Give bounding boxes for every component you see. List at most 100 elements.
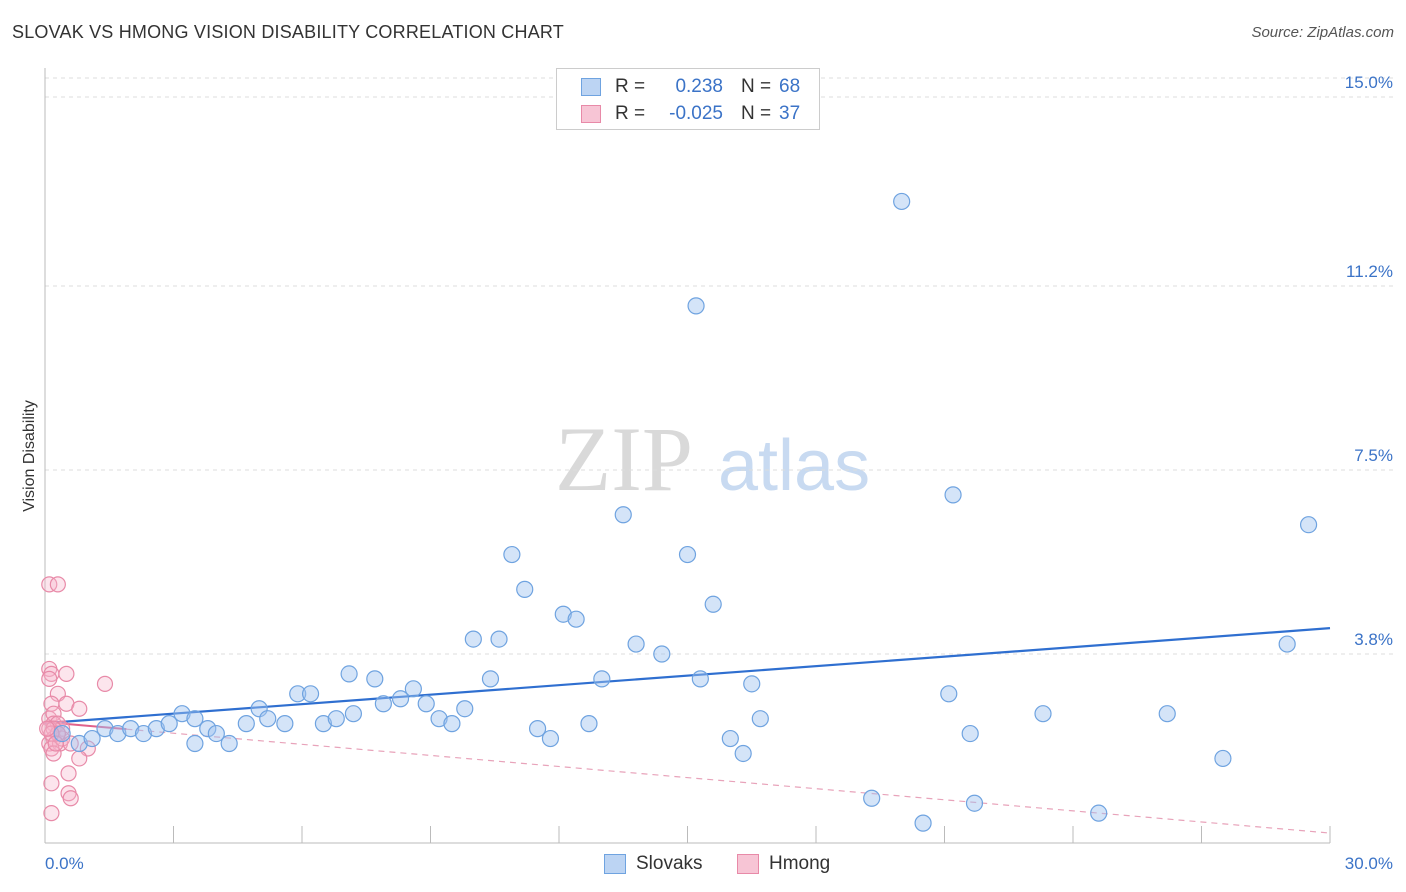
legend-swatch-slovaks <box>604 854 626 874</box>
slovak-point <box>160 715 178 733</box>
hmong-point <box>47 735 64 752</box>
hmong-point <box>43 805 60 822</box>
legend-item-hmong[interactable]: Hmong <box>737 852 830 876</box>
slovak-point <box>1299 516 1318 534</box>
hmong-point <box>43 775 60 792</box>
slovak-point <box>186 710 204 728</box>
hmong-trend-extension <box>126 728 1331 834</box>
n-value: 68 <box>779 76 801 97</box>
slovak-point <box>653 645 671 663</box>
n-label: N = <box>741 103 772 124</box>
hmong-point <box>39 720 56 737</box>
slovak-point <box>743 675 761 693</box>
slovak-point <box>327 710 345 728</box>
slovak-point <box>456 700 474 718</box>
slovak-point <box>734 744 752 763</box>
slovak-point <box>237 715 255 733</box>
slovak-point <box>96 720 114 738</box>
slovak-point <box>678 545 697 564</box>
slovak-point <box>490 630 508 648</box>
legend-swatch-hmong <box>737 854 759 874</box>
slovak-point <box>259 710 277 728</box>
slovak-point <box>1278 635 1296 653</box>
source-credit: Source: ZipAtlas.com <box>1251 24 1394 41</box>
hmong-point <box>71 750 88 767</box>
y-tick-label: 15.0% <box>1345 73 1393 92</box>
watermark-zip: ZIP <box>555 408 693 510</box>
slovak-point <box>593 670 611 688</box>
slovak-point <box>391 690 410 708</box>
slovak-trend-line <box>44 627 1331 725</box>
slovak-point <box>627 635 645 653</box>
legend-swatch-slovaks <box>581 78 601 96</box>
slovak-point <box>554 605 572 623</box>
hmong-point <box>49 576 66 593</box>
slovak-point <box>122 720 140 738</box>
slovak-point <box>541 729 560 748</box>
slovak-point <box>940 685 958 703</box>
slovak-point <box>443 715 461 733</box>
slovak-point <box>314 715 333 733</box>
slovak-point <box>580 715 598 733</box>
r-value: 0.238 <box>675 76 723 97</box>
slovak-point <box>567 610 585 628</box>
slovak-point <box>366 670 384 688</box>
slovak-point <box>751 710 769 728</box>
hmong-point <box>96 675 114 692</box>
watermark-atlas: atlas <box>718 426 870 506</box>
legend-label-hmong: Hmong <box>769 853 831 874</box>
slovak-point <box>173 705 191 723</box>
n-label: N = <box>741 76 772 97</box>
slovak-point <box>516 580 534 598</box>
slovak-point <box>70 734 88 753</box>
slovak-point <box>614 506 632 524</box>
slovak-point <box>220 734 238 753</box>
legend-label-slovaks: Slovaks <box>636 853 703 874</box>
slovak-point <box>147 720 165 738</box>
r-label: R = <box>615 103 646 124</box>
slovak-point <box>109 724 127 743</box>
slovak-point <box>1158 705 1176 723</box>
slovak-point <box>1214 749 1232 768</box>
legend-row-hmong: R = -0.025 N = 37 <box>581 102 800 126</box>
slovak-point <box>301 685 320 703</box>
hmong-point <box>45 745 62 762</box>
y-tick-label: 11.2% <box>1346 262 1393 281</box>
stats-legend: R = 0.238 N = 68 R = -0.025 N = 37 <box>556 68 820 130</box>
hmong-point <box>71 700 88 717</box>
slovak-point <box>1090 804 1108 822</box>
slovak-point <box>691 670 709 688</box>
slovak-point <box>276 715 294 733</box>
slovak-point <box>289 685 307 703</box>
y-tick-label: 7.5% <box>1354 446 1393 465</box>
x-tick-label: 0.0% <box>45 854 84 873</box>
slovak-point <box>687 297 705 315</box>
slovak-point <box>344 705 362 723</box>
slovak-point <box>340 665 358 683</box>
chart-title: SLOVAK VS HMONG VISION DISABILITY CORREL… <box>12 22 564 42</box>
x-tick-label: 30.0% <box>1345 854 1393 873</box>
y-tick-label: 3.8% <box>1354 630 1393 649</box>
legend-item-slovaks[interactable]: Slovaks <box>604 852 703 876</box>
slovak-point <box>721 729 739 748</box>
slovak-point <box>914 814 932 832</box>
slovak-point <box>404 680 422 698</box>
legend-row-slovaks: R = 0.238 N = 68 <box>581 75 800 99</box>
slovak-point <box>186 734 204 753</box>
slovak-point <box>374 695 392 713</box>
legend-swatch-hmong <box>581 105 601 123</box>
slovak-point <box>863 789 881 807</box>
slovak-point <box>53 724 71 743</box>
slovak-point <box>430 710 448 728</box>
slovak-point <box>528 720 547 738</box>
slovak-point <box>961 724 979 743</box>
slovak-point <box>704 595 722 613</box>
r-label: R = <box>615 76 646 97</box>
hmong-point <box>41 670 58 687</box>
slovak-point <box>944 486 962 504</box>
slovak-point <box>1034 705 1052 723</box>
slovak-point <box>481 670 500 688</box>
slovak-point <box>199 720 217 738</box>
hmong-point <box>62 790 79 807</box>
